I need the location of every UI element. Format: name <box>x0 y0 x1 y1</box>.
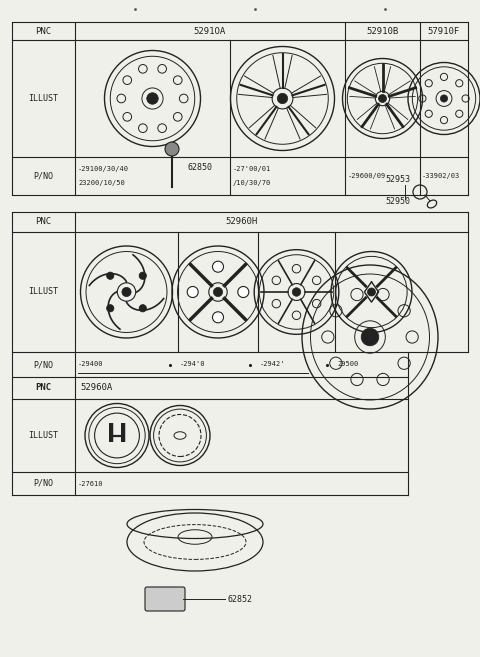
Text: ILLUST: ILLUST <box>28 94 59 103</box>
Text: PNC: PNC <box>36 26 51 35</box>
Text: l: l <box>119 424 127 447</box>
Circle shape <box>107 305 114 312</box>
Circle shape <box>213 261 224 272</box>
Text: P/NO: P/NO <box>34 479 53 488</box>
Text: -29600/09: -29600/09 <box>348 173 386 179</box>
Circle shape <box>165 142 179 156</box>
Circle shape <box>379 95 386 102</box>
Text: 5291OA: 5291OA <box>194 26 226 35</box>
Text: 52910B: 52910B <box>366 26 398 35</box>
Text: ILLUST: ILLUST <box>28 288 59 296</box>
Text: 23200/10/50: 23200/10/50 <box>78 180 125 186</box>
Text: -27610: -27610 <box>78 480 104 486</box>
Text: 52950: 52950 <box>385 198 410 206</box>
Text: -29100/30/40: -29100/30/40 <box>78 166 129 172</box>
Circle shape <box>441 95 447 102</box>
Text: 29500: 29500 <box>337 361 358 367</box>
Circle shape <box>122 287 131 296</box>
Circle shape <box>214 287 223 296</box>
Circle shape <box>139 305 146 312</box>
Text: -29400: -29400 <box>78 361 104 367</box>
Text: ILLUST: ILLUST <box>28 431 59 440</box>
Text: PNC: PNC <box>36 384 51 392</box>
Text: -294'0: -294'0 <box>180 361 205 367</box>
FancyBboxPatch shape <box>145 587 185 611</box>
Text: 62852: 62852 <box>227 595 252 604</box>
Text: 62850: 62850 <box>187 162 212 171</box>
Circle shape <box>187 286 198 298</box>
Circle shape <box>292 288 301 296</box>
Text: -27'00/01: -27'00/01 <box>233 166 271 172</box>
Circle shape <box>147 93 158 104</box>
Circle shape <box>213 312 224 323</box>
Text: -2942': -2942' <box>260 361 286 367</box>
Text: P/NO: P/NO <box>34 360 53 369</box>
Text: 52960H: 52960H <box>226 217 258 227</box>
Text: 52960A: 52960A <box>80 384 112 392</box>
Text: -33902/03: -33902/03 <box>422 173 460 179</box>
Circle shape <box>368 288 375 296</box>
Text: PNC: PNC <box>36 217 51 227</box>
Text: 52953: 52953 <box>385 175 410 183</box>
Circle shape <box>139 272 146 279</box>
Circle shape <box>107 272 114 279</box>
Text: /10/30/70: /10/30/70 <box>233 180 271 186</box>
Text: 57910F: 57910F <box>428 26 460 35</box>
Circle shape <box>277 93 288 104</box>
Text: l: l <box>107 424 115 447</box>
Text: P/NO: P/NO <box>34 171 53 181</box>
Circle shape <box>361 328 379 346</box>
Circle shape <box>238 286 249 298</box>
